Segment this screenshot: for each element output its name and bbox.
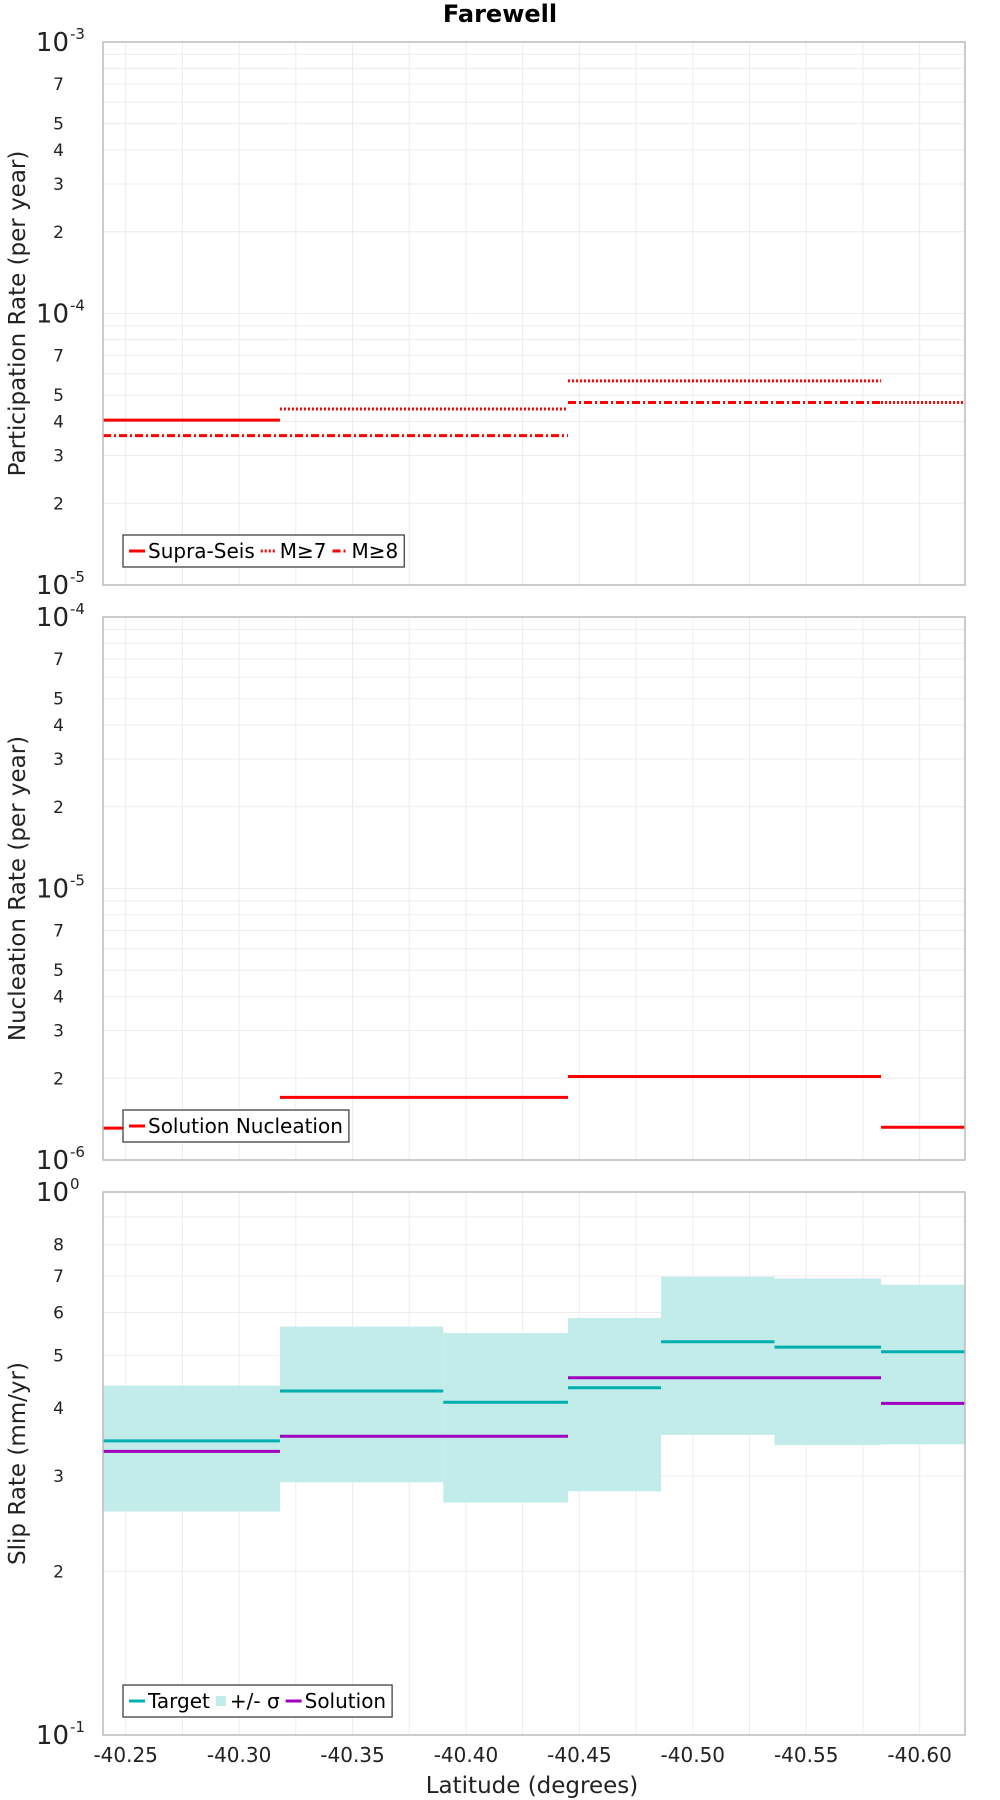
y-tick-label-exponent: -1 — [70, 1718, 85, 1736]
sigma-band-segment — [881, 1284, 965, 1445]
y-tick-label-exponent: -4 — [70, 600, 85, 618]
y-tick-label-minor: 4 — [53, 1399, 64, 1419]
plot-frame — [102, 616, 966, 1161]
legend: Target +/- σ Solution — [122, 1684, 393, 1718]
y-tick-label-exponent: -4 — [70, 297, 85, 315]
y-tick-label-minor: 7 — [53, 1267, 64, 1287]
x-tick-label: -40.25 — [93, 1743, 157, 1767]
x-tick-label: -40.50 — [661, 1743, 725, 1767]
plot-frame — [102, 1191, 966, 1736]
y-tick-label-minor: 5 — [53, 115, 64, 135]
y-tick-label-major: 10 — [36, 571, 69, 601]
y-axis-label: Participation Rate (per year) — [5, 151, 31, 477]
y-tick-label-major: 10 — [36, 875, 69, 905]
y-tick-label-minor: 3 — [53, 1021, 64, 1041]
y-tick-label-minor: 2 — [53, 494, 64, 514]
y-tick-label-minor: 2 — [53, 798, 64, 818]
y-tick-label-minor: 6 — [53, 1303, 64, 1323]
y-tick-label-major: 10 — [36, 300, 69, 330]
sigma-band-segment — [279, 1326, 444, 1483]
sigma-band-segment — [774, 1278, 882, 1446]
y-tick-label-minor: 4 — [53, 141, 64, 161]
legend-box — [122, 534, 405, 568]
x-tick-labels: -40.25 -40.30 -40.35 -40.40 -40.45 -40.50 -40.… — [93, 1743, 951, 1767]
y-tick-label-minor: 3 — [53, 446, 64, 466]
legend-entry: M≥7 — [280, 539, 327, 563]
y-axis-label: Slip Rate (mm/yr) — [5, 1362, 31, 1565]
y-tick-label-exponent: -5 — [70, 872, 85, 890]
legend-box — [122, 1684, 393, 1718]
legend-entry: M≥8 — [352, 539, 399, 563]
y-tick-label-major: 10 — [36, 603, 69, 633]
y-tick-label-major: 10 — [36, 1146, 69, 1176]
x-tick-label: -40.55 — [774, 1743, 838, 1767]
y-tick-label-minor: 5 — [53, 961, 64, 981]
legend-box — [122, 1109, 350, 1143]
chart-title: Farewell — [443, 0, 557, 28]
y-tick-label-minor: 7 — [53, 347, 64, 367]
legend-entry: +/- σ — [230, 1689, 280, 1713]
x-tick-label: -40.60 — [887, 1743, 951, 1767]
y-tick-label-minor: 7 — [53, 75, 64, 95]
y-tick-label-major: 10 — [36, 1721, 69, 1751]
y-axis-label: Nucleation Rate (per year) — [5, 736, 31, 1041]
y-tick-label-exponent: 0 — [70, 1175, 80, 1193]
x-tick-label: -40.35 — [320, 1743, 384, 1767]
legend-entry: Solution Nucleation — [148, 1114, 343, 1138]
y-tick-label-minor: 3 — [53, 175, 64, 195]
legend-swatch — [215, 1696, 226, 1706]
y-tick-label-minor: 4 — [53, 413, 64, 433]
y-tick-label-minor: 7 — [53, 922, 64, 942]
y-tick-label-minor: 2 — [53, 1069, 64, 1089]
plot-frame — [102, 41, 966, 586]
sigma-band-segment — [568, 1318, 662, 1492]
legend: Solution Nucleation — [122, 1109, 350, 1143]
legend-entry: Target — [147, 1689, 210, 1713]
x-tick-label: -40.30 — [207, 1743, 271, 1767]
legend-entry: Supra-Seis — [148, 539, 255, 563]
y-tick-label-minor: 2 — [53, 1563, 64, 1583]
sigma-band-segment — [443, 1332, 569, 1503]
y-tick-label-exponent: -3 — [70, 25, 85, 43]
y-tick-label-minor: 2 — [53, 223, 64, 243]
sigma-band-segment — [103, 1385, 280, 1512]
y-tick-label-minor: 5 — [53, 1346, 64, 1366]
x-tick-label: -40.45 — [547, 1743, 611, 1767]
y-tick-label-major: 10 — [36, 28, 69, 58]
y-tick-label-minor: 3 — [53, 750, 64, 770]
y-tick-label-major: 10 — [36, 1178, 69, 1208]
y-tick-label-exponent: -5 — [70, 568, 85, 586]
y-tick-label-minor: 5 — [53, 386, 64, 406]
sigma-band-segment — [661, 1276, 775, 1435]
legend-entry: Solution — [305, 1689, 386, 1713]
y-tick-label-minor: 4 — [53, 988, 64, 1008]
x-axis-label: Latitude (degrees) — [426, 1773, 639, 1799]
y-tick-label-minor: 5 — [53, 690, 64, 710]
y-tick-label-minor: 4 — [53, 716, 64, 736]
legend: Supra-Seis M≥7 M≥8 — [122, 534, 405, 568]
y-tick-label-minor: 7 — [53, 650, 64, 670]
y-tick-label-exponent: -6 — [70, 1143, 85, 1161]
x-tick-label: -40.40 — [434, 1743, 498, 1767]
y-tick-label-minor: 3 — [53, 1467, 64, 1487]
y-tick-label-minor: 8 — [53, 1236, 64, 1256]
